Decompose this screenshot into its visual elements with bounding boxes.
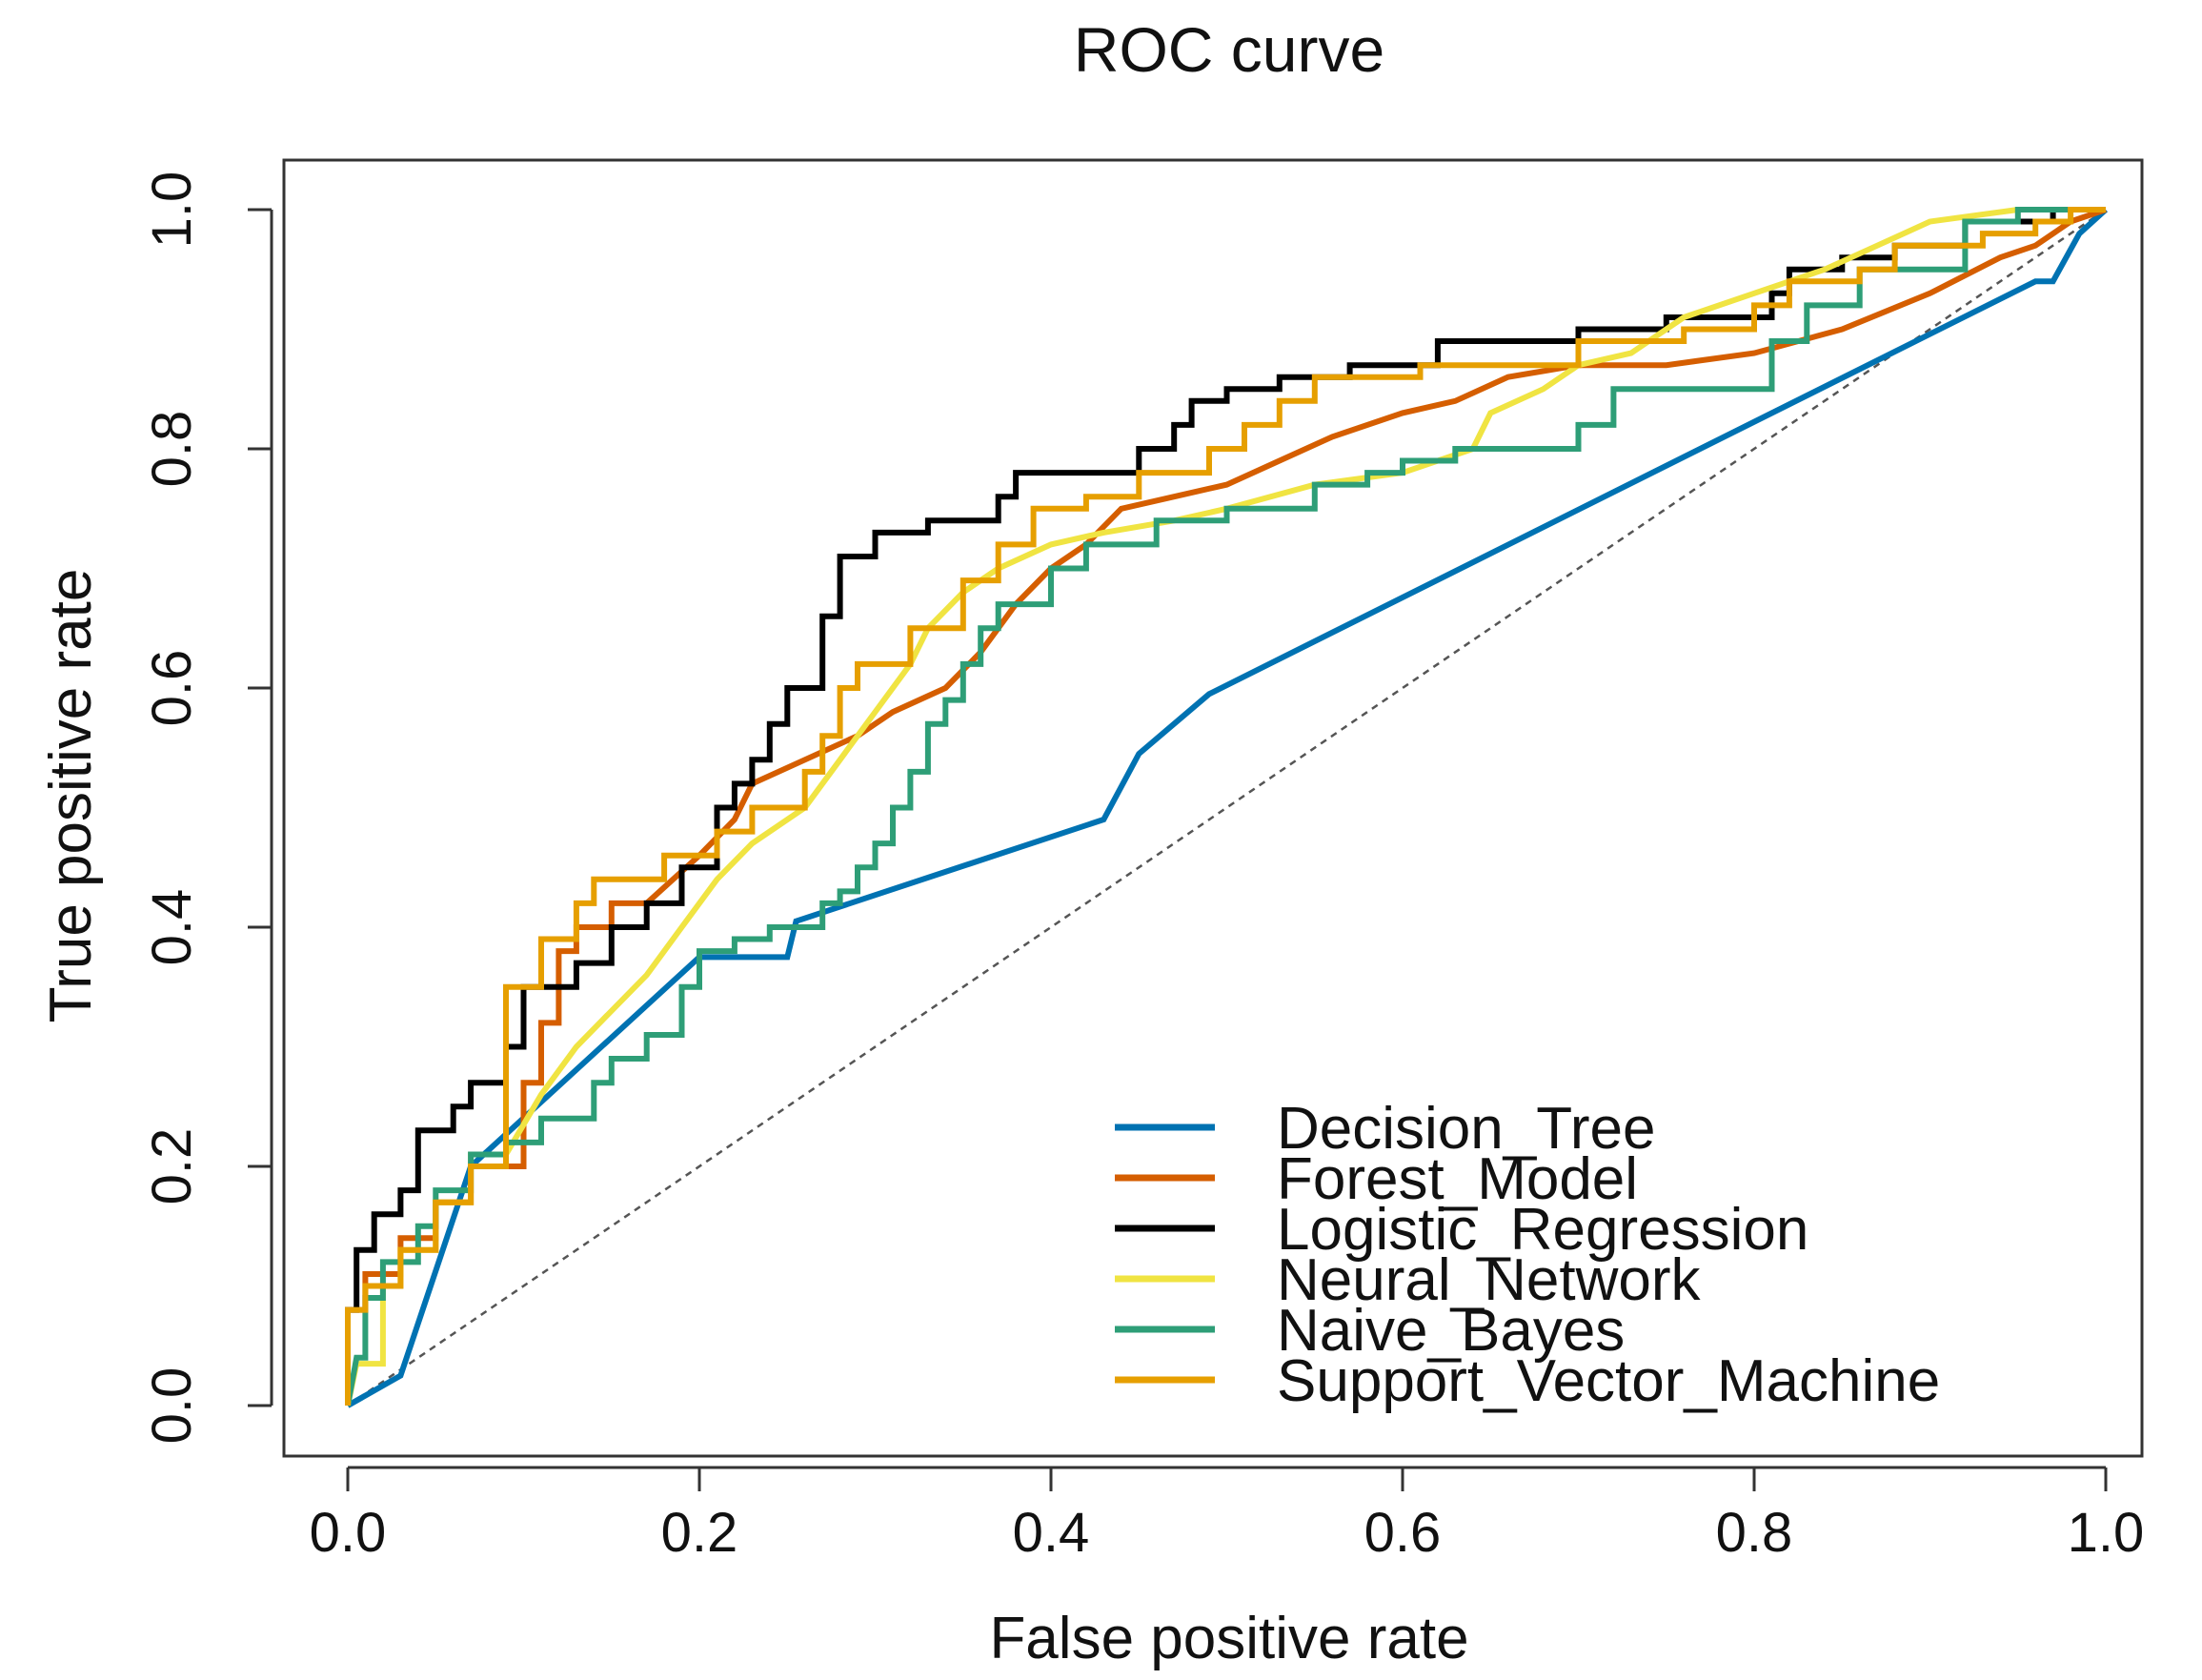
y-tick-label: 0.2 bbox=[141, 1128, 203, 1205]
series-line-logistic-regression bbox=[345, 207, 2106, 1406]
legend-label: Logistic_Regression bbox=[1277, 1197, 1808, 1263]
x-axis-label: False positive rate bbox=[989, 1606, 1468, 1671]
x-tick-label: 0.8 bbox=[1716, 1502, 1793, 1564]
x-axis: 0.0 0.2 0.4 0.6 0.8 1.0 bbox=[310, 1466, 2145, 1564]
chart-title: ROC curve bbox=[1074, 14, 1384, 85]
x-tick-label: 0.2 bbox=[661, 1502, 738, 1564]
series-line-naive-bayes bbox=[345, 207, 2106, 1407]
legend-label: Decision_Tree bbox=[1277, 1096, 1655, 1162]
x-tick-label: 0.6 bbox=[1364, 1502, 1442, 1564]
plot-area bbox=[345, 207, 2109, 1408]
y-axis: 0.0 0.2 0.4 0.6 0.8 1.0 bbox=[141, 172, 273, 1445]
legend-label: Support_Vector_Machine bbox=[1277, 1348, 1940, 1414]
x-tick-label: 0.4 bbox=[1013, 1502, 1090, 1564]
series-line-support-vector-machine bbox=[345, 207, 2106, 1406]
y-axis-label: True positive rate bbox=[38, 569, 104, 1023]
x-tick-label: 1.0 bbox=[2068, 1502, 2145, 1564]
x-tick-label: 0.0 bbox=[310, 1502, 387, 1564]
legend-label: Forest_Model bbox=[1277, 1146, 1638, 1212]
legend-label: Neural_Network bbox=[1277, 1247, 1702, 1313]
y-tick-label: 0.6 bbox=[141, 650, 203, 727]
y-tick-label: 1.0 bbox=[141, 172, 203, 249]
reference-diagonal-line bbox=[347, 208, 2107, 1407]
legend-label: Naive_Bayes bbox=[1277, 1298, 1625, 1364]
legend: Decision_TreeForest_ModelLogistic_Regres… bbox=[1115, 1096, 1940, 1414]
y-tick-label: 0.8 bbox=[141, 411, 203, 488]
y-tick-label: 0.4 bbox=[141, 889, 203, 966]
y-tick-label: 0.0 bbox=[141, 1367, 203, 1445]
plot-box bbox=[282, 158, 2144, 1458]
